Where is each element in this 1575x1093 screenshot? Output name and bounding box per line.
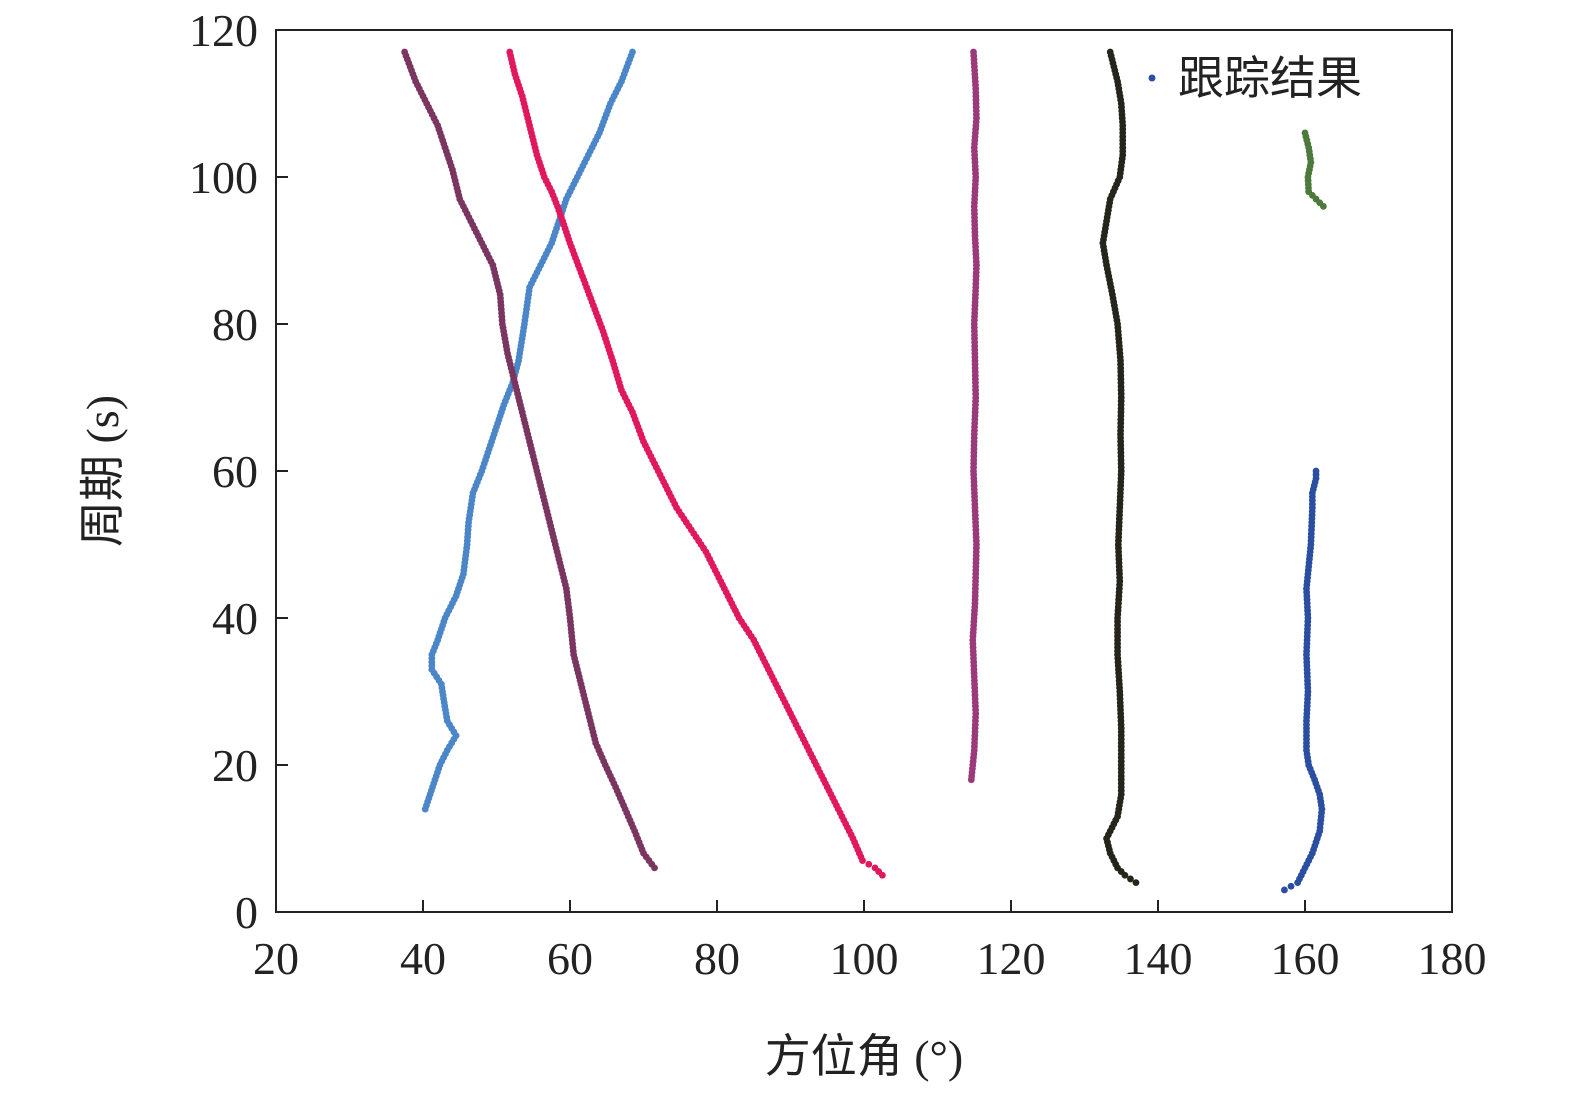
x-axis-title: 方位角 (°) xyxy=(765,1031,964,1082)
y-tick-label: 80 xyxy=(212,299,258,350)
y-tick-label: 120 xyxy=(189,5,258,56)
track-1-point xyxy=(629,48,636,56)
legend-marker xyxy=(1148,74,1156,82)
track-3-point xyxy=(506,48,514,56)
track-3-point xyxy=(865,860,873,868)
x-tick-label: 160 xyxy=(1271,933,1340,984)
track-3-point xyxy=(871,864,879,872)
x-tick-label: 120 xyxy=(977,933,1046,984)
x-tick-label: 40 xyxy=(400,933,446,984)
y-tick-label: 60 xyxy=(212,446,258,497)
data-points xyxy=(401,48,1327,894)
track-5-point xyxy=(1132,879,1140,886)
x-tick-label: 180 xyxy=(1418,933,1487,984)
track-7-point xyxy=(1301,129,1309,137)
x-tick-label: 60 xyxy=(547,933,593,984)
track-2-point xyxy=(401,48,409,56)
y-tick-label: 40 xyxy=(212,593,258,644)
x-tick-label: 20 xyxy=(253,933,299,984)
y-tick-label: 0 xyxy=(235,887,258,938)
y-axis-title: 周期 (s) xyxy=(77,395,128,547)
x-tick-label: 100 xyxy=(830,933,899,984)
track-6-point xyxy=(1281,886,1288,894)
y-tick-label: 20 xyxy=(212,740,258,791)
x-tick-label: 140 xyxy=(1124,933,1193,984)
track-6-point xyxy=(1312,467,1320,475)
track-5-point xyxy=(1127,875,1134,883)
track-5-point xyxy=(1106,48,1114,56)
legend: 跟踪结果 xyxy=(1148,53,1362,104)
track-4-point xyxy=(970,48,977,56)
y-tick-label: 100 xyxy=(189,152,258,203)
legend-label: 跟踪结果 xyxy=(1178,53,1362,104)
y-axis: 0 20 40 60 80 100 120 xyxy=(189,5,288,938)
track-6-point xyxy=(1287,882,1295,890)
x-tick-label: 80 xyxy=(694,933,740,984)
x-axis: 20 40 60 80 100 120 140 160 180 xyxy=(253,900,1487,984)
